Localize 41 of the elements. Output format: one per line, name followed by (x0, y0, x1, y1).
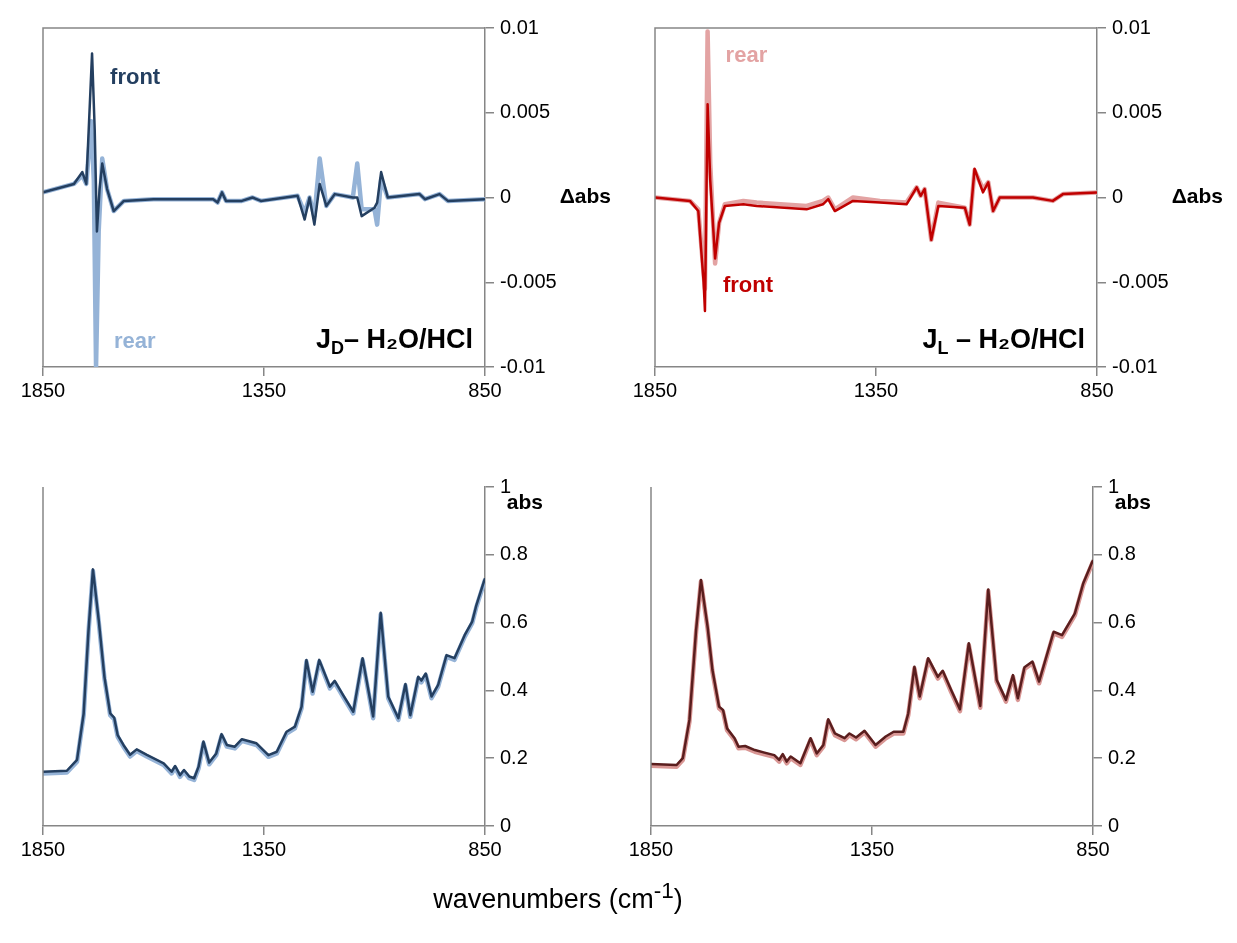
y-tick-label: 0.8 (500, 542, 528, 565)
y-tick-label: 0.2 (1108, 745, 1136, 768)
y-tick-label: 0.4 (1108, 677, 1136, 700)
y-axis-title: Δabs (1171, 184, 1223, 208)
y-tick-label: 1 (1108, 474, 1120, 497)
y-tick-label: 0 (500, 185, 512, 208)
x-tick-label: 1350 (241, 378, 287, 401)
y-tick-label: -0.01 (500, 354, 546, 377)
y-tick-label: -0.005 (1112, 269, 1169, 292)
y-tick-label: 0 (1112, 185, 1124, 208)
y-tick-label: 0.6 (1108, 610, 1136, 633)
y-tick-label: 0.005 (500, 100, 551, 123)
x-tick-label: 1850 (20, 837, 66, 860)
y-tick-label: 0.6 (500, 610, 528, 633)
series-label: rear (114, 328, 157, 354)
x-tick-label: 1850 (628, 837, 674, 860)
x-tick-label: 850 (1080, 378, 1114, 401)
y-tick-label: 0.01 (1112, 15, 1151, 38)
series-label: front (722, 272, 774, 298)
x-tick-label: 1350 (849, 837, 895, 860)
series-label: rear (725, 42, 768, 68)
y-tick-label: 0 (1108, 813, 1120, 836)
y-tick-label: 0.8 (1108, 542, 1136, 565)
y-tick-label: 0.4 (500, 677, 528, 700)
y-tick-label: 0.2 (500, 745, 528, 768)
x-axis-title: wavenumbers (cm$^{-1}$) (432, 878, 684, 915)
x-tick-label: 850 (468, 378, 502, 401)
y-axis-title: Δabs (559, 184, 611, 208)
y-tick-label: 0 (500, 813, 512, 836)
x-tick-label: 1350 (853, 378, 899, 401)
y-tick-label: 0.005 (1112, 100, 1163, 123)
x-tick-label: 1850 (20, 378, 66, 401)
y-tick-label: -0.005 (500, 269, 557, 292)
x-tick-label: 850 (468, 837, 502, 860)
y-tick-label: 1 (500, 474, 512, 497)
x-tick-label: 850 (1076, 837, 1110, 860)
x-tick-label: 1850 (632, 378, 678, 401)
y-tick-label: -0.01 (1112, 354, 1158, 377)
y-tick-label: 0.01 (500, 15, 539, 38)
series-label: front (110, 64, 161, 90)
x-tick-label: 1350 (241, 837, 287, 860)
